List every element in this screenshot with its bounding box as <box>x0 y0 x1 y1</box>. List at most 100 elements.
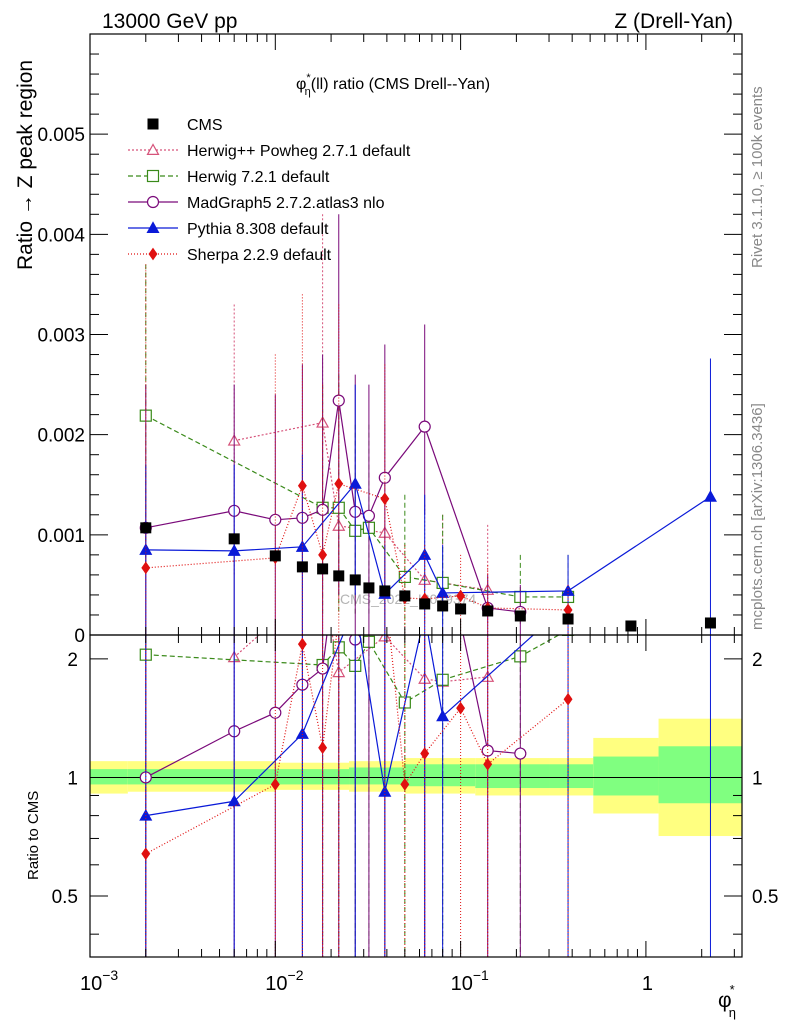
point-top-2-8 <box>378 471 391 484</box>
point-bottom-2-10 <box>481 744 494 757</box>
legend-label-3: MadGraph5 2.7.2.atlas3 nlo <box>187 195 385 212</box>
point-bottom-4-6 <box>400 778 410 791</box>
point-bottom-4-0 <box>141 847 151 861</box>
y-axis-label-top: Ratio → Z peak region <box>14 60 37 270</box>
cms-point-2 <box>269 550 281 562</box>
band-inner-3 <box>349 767 405 785</box>
point-top-3-6 <box>436 586 450 598</box>
cms-point-8 <box>379 585 391 597</box>
point-top-3-0 <box>139 543 153 555</box>
point-bottom-4-2 <box>297 637 307 651</box>
legend-entry-3: MadGraph5 2.7.2.atlas3 nlo <box>128 195 385 212</box>
ytick-label-top-0: 0 <box>74 626 85 647</box>
point-bottom-3-1 <box>227 794 241 807</box>
legend-label-2: Herwig 7.2.1 default <box>187 169 330 186</box>
point-top-3-7 <box>561 584 575 596</box>
legend: CMS Herwig++ Powheg 2.7.1 default Herwig 7… <box>128 117 411 264</box>
series-line-bottom-4 <box>145 635 569 855</box>
point-top-4-0 <box>141 561 151 575</box>
series-bottom-panel <box>139 635 711 957</box>
band-inner-6 <box>549 764 594 789</box>
legend-entry-1: Herwig++ Powheg 2.7.1 default <box>128 143 411 160</box>
point-top-4-2 <box>297 479 307 493</box>
series-top-0 <box>227 214 495 625</box>
band-inner-7 <box>593 756 659 796</box>
legend-entry-0: CMS <box>147 117 223 134</box>
series-top-panel <box>139 214 717 635</box>
cms-point-9 <box>399 590 411 602</box>
legend-marker-3 <box>146 195 160 209</box>
point-top-1-5 <box>398 570 411 584</box>
rivet-label: Rivet 3.1.10, ≥ 100k events <box>749 86 766 268</box>
ytick-label-top-5: 0.005 <box>37 125 85 146</box>
band-inner-2 <box>275 769 350 785</box>
point-top-3-1 <box>227 544 241 556</box>
legend-entry-5: Sherpa 2.2.9 default <box>128 247 332 264</box>
ytick-label-bottom-left-1: 1 <box>67 768 78 789</box>
point-bottom-4-7 <box>420 747 430 760</box>
legend-label-4: Pythia 8.308 default <box>187 221 329 238</box>
point-bottom-4-1 <box>270 778 280 791</box>
point-bottom-4-8 <box>456 701 466 715</box>
xtick-label-0: 10−3 <box>80 967 118 995</box>
ytick-label-bottom-right-2: 2 <box>752 650 763 671</box>
point-top-2-9 <box>418 420 431 433</box>
ytick-label-bottom-right-0: 0.5 <box>752 887 778 908</box>
cms-point-12 <box>455 603 467 615</box>
y-axis-label-bottom: Ratio to CMS <box>25 791 42 880</box>
cms-point-4 <box>317 563 329 575</box>
cms-point-15 <box>562 613 574 625</box>
point-bottom-4-10 <box>563 692 573 706</box>
cms-data-points <box>140 522 716 632</box>
series-bottom-3 <box>139 635 711 957</box>
mcplots-label: mcplots.cern.ch [arXiv:1306.3436] <box>749 403 766 630</box>
series-top-2 <box>139 214 527 635</box>
band-inner-1 <box>127 769 276 785</box>
ytick-label-top-4: 0.004 <box>37 225 85 246</box>
band-inner-0 <box>90 769 128 785</box>
cms-point-0 <box>140 522 152 534</box>
point-bottom-2-11 <box>514 747 527 760</box>
cms-point-11 <box>437 600 449 612</box>
legend-marker-5 <box>148 247 158 261</box>
ytick-label-bottom-right-1: 1 <box>752 768 763 789</box>
cms-point-5 <box>333 570 345 582</box>
series-bottom-4 <box>141 635 573 957</box>
legend-label-0: CMS <box>187 117 223 134</box>
point-top-3-2 <box>295 540 309 552</box>
ytick-label-bottom-left-0: 0.5 <box>52 887 78 908</box>
cms-point-16 <box>625 620 637 632</box>
xtick-label-3: 1 <box>642 973 653 995</box>
cms-point-10 <box>419 598 431 610</box>
band-inner-8 <box>658 746 742 804</box>
point-top-4-8 <box>456 589 466 603</box>
point-bottom-3-6 <box>436 709 450 722</box>
legend-marker-4 <box>146 221 160 233</box>
point-top-2-4 <box>316 503 329 516</box>
header-process: Z (Drell-Yan) <box>614 10 733 33</box>
point-top-3-3 <box>348 477 362 489</box>
point-top-3-8 <box>703 490 717 502</box>
plot-title: φ* η(ll) ratio (CMS Drell--Yan) <box>296 72 490 98</box>
x-axis-label: φ* η <box>718 982 736 1020</box>
axis-ticks <box>89 33 742 957</box>
ytick-label-top-3: 0.003 <box>37 326 85 347</box>
series-line-bottom-2 <box>145 635 521 778</box>
cms-point-17 <box>704 617 716 629</box>
legend-marker-1 <box>146 143 160 155</box>
cms-point-6 <box>349 574 361 586</box>
ytick-label-bottom-left-2: 2 <box>67 650 78 671</box>
band-inner-5 <box>475 764 550 789</box>
cms-point-13 <box>482 605 494 617</box>
series-line-top-4 <box>145 482 569 611</box>
legend-label-1: Herwig++ Powheg 2.7.1 default <box>187 143 411 160</box>
ytick-label-top-2: 0.002 <box>37 426 85 447</box>
cms-point-14 <box>514 610 526 622</box>
legend-marker-2 <box>146 169 160 183</box>
series-bottom-2 <box>139 635 527 957</box>
legend-marker-0 <box>147 118 159 130</box>
bottom-panel-frame <box>89 634 743 958</box>
point-bottom-4-3 <box>318 741 328 755</box>
cms-point-1 <box>228 533 240 545</box>
point-top-4-5 <box>380 492 390 506</box>
